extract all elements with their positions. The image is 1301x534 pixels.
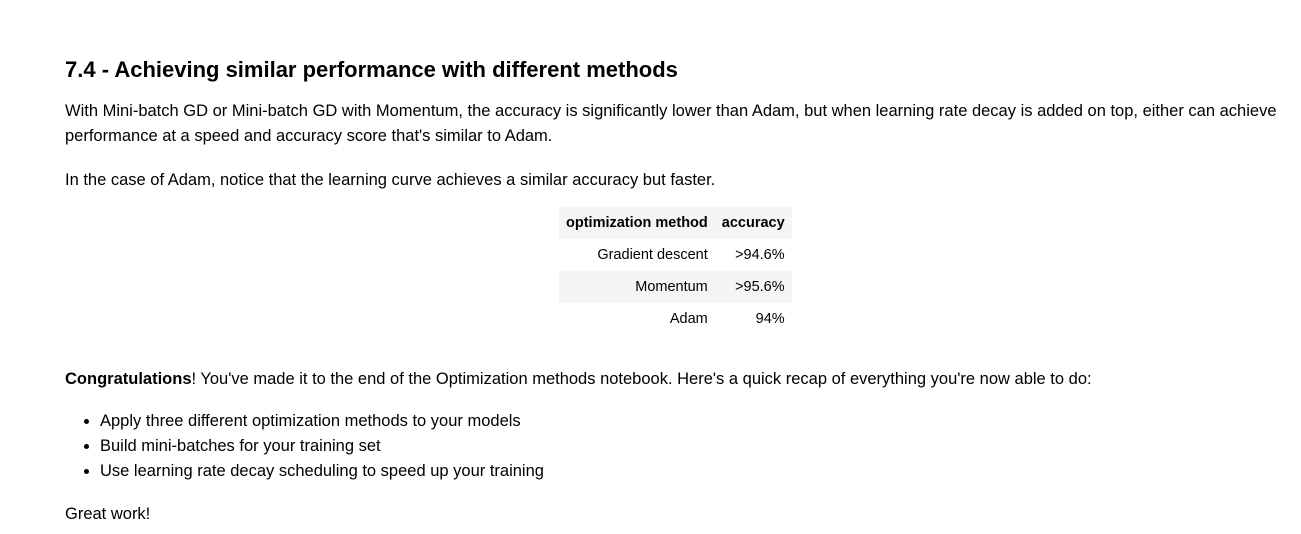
list-item: Build mini-batches for your training set — [100, 434, 544, 459]
performance-table: optimization method accuracy Gradient de… — [559, 207, 792, 335]
accuracy-cell: >94.6% — [714, 239, 792, 271]
section-heading: 7.4 - Achieving similar performance with… — [65, 57, 678, 82]
method-cell: Momentum — [559, 271, 715, 303]
closing-paragraph: Great work! — [65, 505, 151, 523]
adam-note-paragraph: In the case of Adam, notice that the lea… — [65, 171, 716, 189]
table-row: Momentum >95.6% — [559, 271, 792, 303]
intro-paragraph: With Mini-batch GD or Mini-batch GD with… — [65, 102, 1277, 145]
congrats-paragraph: Congratulations! You've made it to the e… — [65, 367, 1092, 392]
method-cell: Adam — [559, 303, 715, 335]
accuracy-cell: 94% — [714, 303, 792, 335]
list-item: Apply three different optimization metho… — [100, 409, 544, 434]
method-cell: Gradient descent — [559, 239, 715, 271]
table-header-row: optimization method accuracy — [559, 207, 792, 239]
congrats-text: ! You've made it to the end of the Optim… — [191, 370, 1092, 388]
column-header-accuracy: accuracy — [714, 207, 792, 239]
table-row: Gradient descent >94.6% — [559, 239, 792, 271]
column-header-method: optimization method — [559, 207, 715, 239]
recap-list: Apply three different optimization metho… — [65, 409, 544, 484]
congrats-bold: Congratulations — [65, 370, 192, 388]
list-item: Use learning rate decay scheduling to sp… — [100, 459, 544, 484]
accuracy-cell: >95.6% — [714, 271, 792, 303]
table-row: Adam 94% — [559, 303, 792, 335]
